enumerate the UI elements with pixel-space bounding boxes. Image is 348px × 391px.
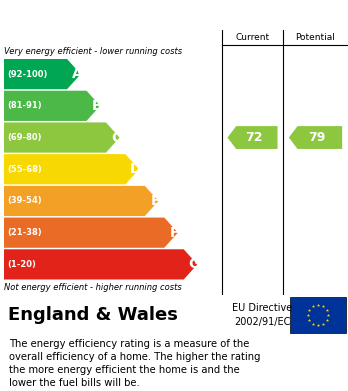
Text: (1-20): (1-20) (7, 260, 36, 269)
Polygon shape (4, 186, 158, 216)
Text: England & Wales: England & Wales (8, 306, 178, 324)
Text: (81-91): (81-91) (7, 101, 42, 110)
Text: Not energy efficient - higher running costs: Not energy efficient - higher running co… (4, 283, 182, 292)
Text: E: E (150, 194, 160, 208)
Text: B: B (92, 99, 102, 113)
Text: A: A (72, 67, 83, 81)
Polygon shape (4, 249, 197, 280)
Polygon shape (4, 154, 139, 185)
Polygon shape (4, 91, 100, 121)
Text: Current: Current (236, 32, 270, 41)
Bar (290, 297, 346, 333)
Text: 72: 72 (245, 131, 263, 144)
Text: F: F (170, 226, 179, 240)
Text: EU Directive
2002/91/EC: EU Directive 2002/91/EC (232, 303, 293, 326)
Text: C: C (111, 131, 121, 145)
Polygon shape (4, 59, 81, 89)
Text: (69-80): (69-80) (7, 133, 41, 142)
Text: Very energy efficient - lower running costs: Very energy efficient - lower running co… (4, 47, 182, 56)
Text: (39-54): (39-54) (7, 196, 42, 205)
Polygon shape (4, 122, 120, 152)
Text: 79: 79 (309, 131, 326, 144)
Text: (92-100): (92-100) (7, 70, 47, 79)
Text: G: G (188, 257, 200, 271)
Text: Potential: Potential (295, 32, 335, 41)
Text: The energy efficiency rating is a measure of the
overall efficiency of a home. T: The energy efficiency rating is a measur… (9, 339, 260, 388)
Text: D: D (130, 162, 141, 176)
Text: Energy Efficiency Rating: Energy Efficiency Rating (69, 7, 279, 23)
Polygon shape (289, 126, 342, 149)
Polygon shape (228, 126, 277, 149)
Text: (55-68): (55-68) (7, 165, 42, 174)
Text: (21-38): (21-38) (7, 228, 42, 237)
Polygon shape (4, 217, 178, 248)
